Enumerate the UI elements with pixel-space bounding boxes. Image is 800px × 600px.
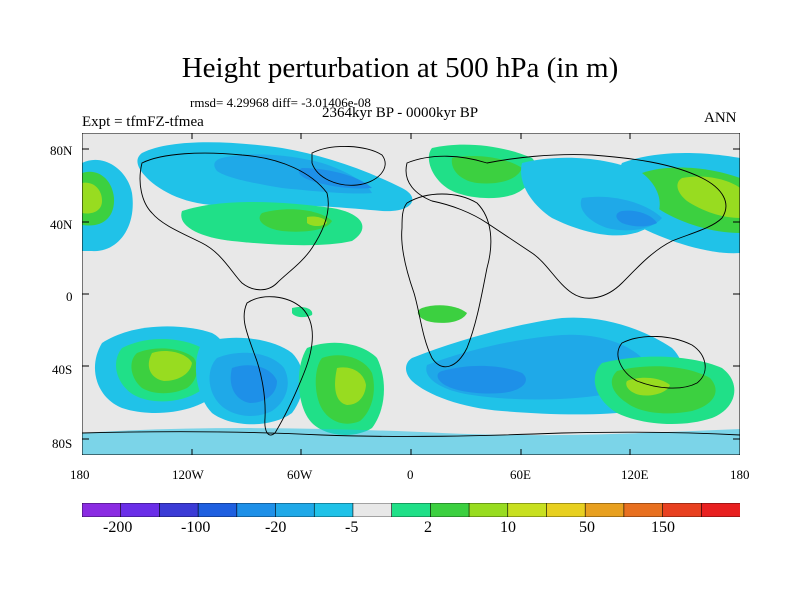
lat-tick-label: 40S: [52, 362, 73, 377]
contour-region: [677, 176, 740, 218]
lon-tick-label: 120W: [172, 467, 204, 482]
map-ticks: [82, 133, 740, 455]
lon-tick-label: 120E: [621, 467, 649, 482]
contour-region: [307, 216, 327, 226]
contour-region: [437, 365, 526, 394]
lat-tick-label: 80S: [52, 436, 73, 451]
colorbar-swatch: [468, 503, 509, 517]
colorbar-swatch: [352, 503, 393, 517]
contour-region: [451, 156, 522, 184]
colorbar-swatch: [700, 503, 740, 517]
coastline-north-america: [139, 152, 329, 291]
contour-region: [417, 305, 467, 323]
lat-tick-label: 0: [66, 289, 73, 304]
lon-tick-label: 180: [730, 467, 750, 482]
contour-region: [626, 377, 670, 396]
contour-region: [148, 351, 192, 381]
contour-fields: [82, 142, 740, 455]
contour-map: [82, 133, 740, 455]
lat-tick-label: 40N: [50, 217, 73, 232]
lon-tick-label: 60E: [510, 467, 531, 482]
colorbar-swatch: [120, 503, 161, 517]
colorbar-label: -200: [103, 519, 133, 536]
lon-tick-label: 0: [407, 467, 414, 482]
coastline-australia: [617, 335, 706, 389]
chart-title: Height perturbation at 500 hPa (in m): [181, 52, 619, 84]
colorbar-swatch: [623, 503, 664, 517]
stats-line: rmsd= 4.29968 diff= -3.01406e-08: [190, 95, 371, 110]
colorbar-swatch: [662, 503, 703, 517]
colorbar-label: 10: [500, 519, 516, 536]
contour-region: [230, 365, 277, 403]
lat-tick-label: 80N: [50, 143, 73, 158]
coastline-africa: [401, 193, 492, 368]
colorbar-label: -5: [345, 519, 359, 536]
coastline-eurasia: [405, 154, 727, 299]
contour-region: [335, 367, 366, 405]
coastline-greenland: [311, 145, 386, 186]
colorbar-swatch: [82, 503, 122, 517]
coastline-antarctica: [82, 431, 740, 437]
contour-region: [616, 210, 657, 227]
coastlines: [82, 145, 740, 437]
contour-region: [259, 209, 332, 232]
colorbar-swatch: [159, 503, 199, 517]
colorbar-swatch: [275, 503, 316, 517]
colorbar-swatch: [430, 503, 470, 517]
contour-region: [82, 428, 740, 455]
lon-tick-label: 180: [70, 467, 90, 482]
colorbar-label: -20: [265, 519, 287, 536]
contour-region: [298, 168, 372, 189]
colorbar-label: 2: [424, 519, 432, 536]
colorbar-swatch: [507, 503, 548, 517]
colorbar-swatch: [313, 503, 354, 517]
contour-region: [82, 182, 102, 214]
colorbar-swatch: [197, 503, 238, 517]
colorbar-label: -100: [181, 519, 211, 536]
experiment-label: Expt = tfmFZ-tfmea: [82, 114, 204, 130]
colorbar-swatch: [391, 503, 432, 517]
lon-tick-label: 60W: [287, 467, 313, 482]
colorbar-label: 150: [651, 519, 675, 536]
colorbar-swatch: [546, 503, 586, 517]
season-label: ANN: [704, 110, 737, 126]
period-label: 2364kyr BP - 0000kyr BP: [322, 105, 479, 121]
colorbar-swatch: [584, 503, 625, 517]
colorbar-swatch: [236, 503, 277, 517]
colorbar: [82, 503, 740, 517]
colorbar-label: 50: [579, 519, 595, 536]
